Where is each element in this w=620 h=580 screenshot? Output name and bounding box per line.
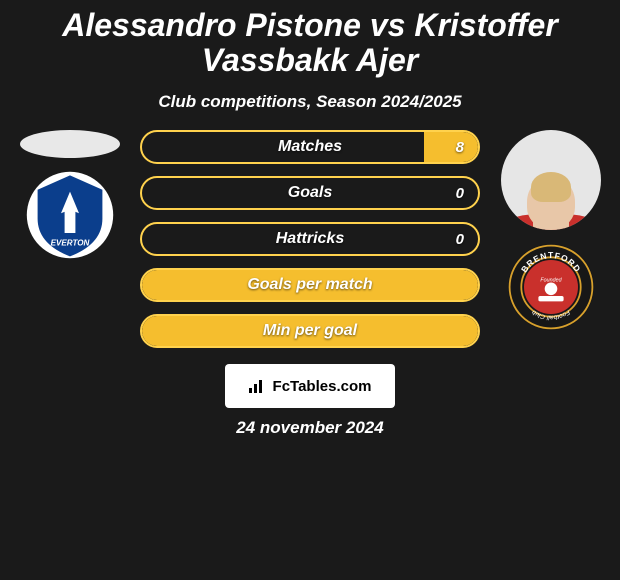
brentford-crest-icon: BRENTFORD Football Club Founded	[506, 239, 596, 335]
footer-date: 24 november 2024	[0, 418, 620, 438]
comparison-subtitle: Club competitions, Season 2024/2025	[0, 92, 620, 112]
bar-label: Goals per match	[247, 276, 372, 294]
comparison-body: EVERTON Matches 8 Goals 0 Hattricks 0 Goals pe…	[0, 130, 620, 348]
bar-value-right: 0	[456, 185, 464, 202]
stat-bar: Goals 0	[140, 176, 480, 210]
bar-fill-right	[424, 132, 478, 162]
bar-value-right: 8	[456, 139, 464, 156]
svg-text:EVERTON: EVERTON	[50, 239, 89, 248]
stat-bars: Matches 8 Goals 0 Hattricks 0 Goals per match M…	[140, 130, 480, 348]
stat-bar: Matches 8	[140, 130, 480, 164]
left-player-photo	[20, 130, 120, 158]
right-column: BRENTFORD Football Club Founded	[498, 130, 603, 332]
bar-label: Matches	[278, 138, 342, 156]
bar-label: Hattricks	[276, 230, 344, 248]
stat-bar: Goals per match	[140, 268, 480, 302]
player-head	[527, 176, 575, 228]
left-team-badge: EVERTON	[25, 170, 115, 260]
bar-value-right: 0	[456, 231, 464, 248]
stat-bar: Hattricks 0	[140, 222, 480, 256]
right-team-badge: BRENTFORD Football Club Founded	[506, 242, 596, 332]
logo-text: FcTables.com	[273, 378, 372, 395]
stat-bar: Min per goal	[140, 314, 480, 348]
left-column: EVERTON	[17, 130, 122, 260]
bar-label: Min per goal	[263, 322, 357, 340]
right-player-photo	[501, 130, 601, 230]
bar-label: Goals	[288, 184, 332, 202]
fctables-logo: FcTables.com	[225, 364, 395, 408]
svg-text:Founded: Founded	[540, 278, 562, 284]
everton-crest-icon: EVERTON	[25, 170, 115, 260]
comparison-title: Alessandro Pistone vs Kristoffer Vassbak…	[0, 0, 620, 82]
bar-chart-icon	[249, 379, 267, 393]
player-hair	[531, 172, 571, 202]
